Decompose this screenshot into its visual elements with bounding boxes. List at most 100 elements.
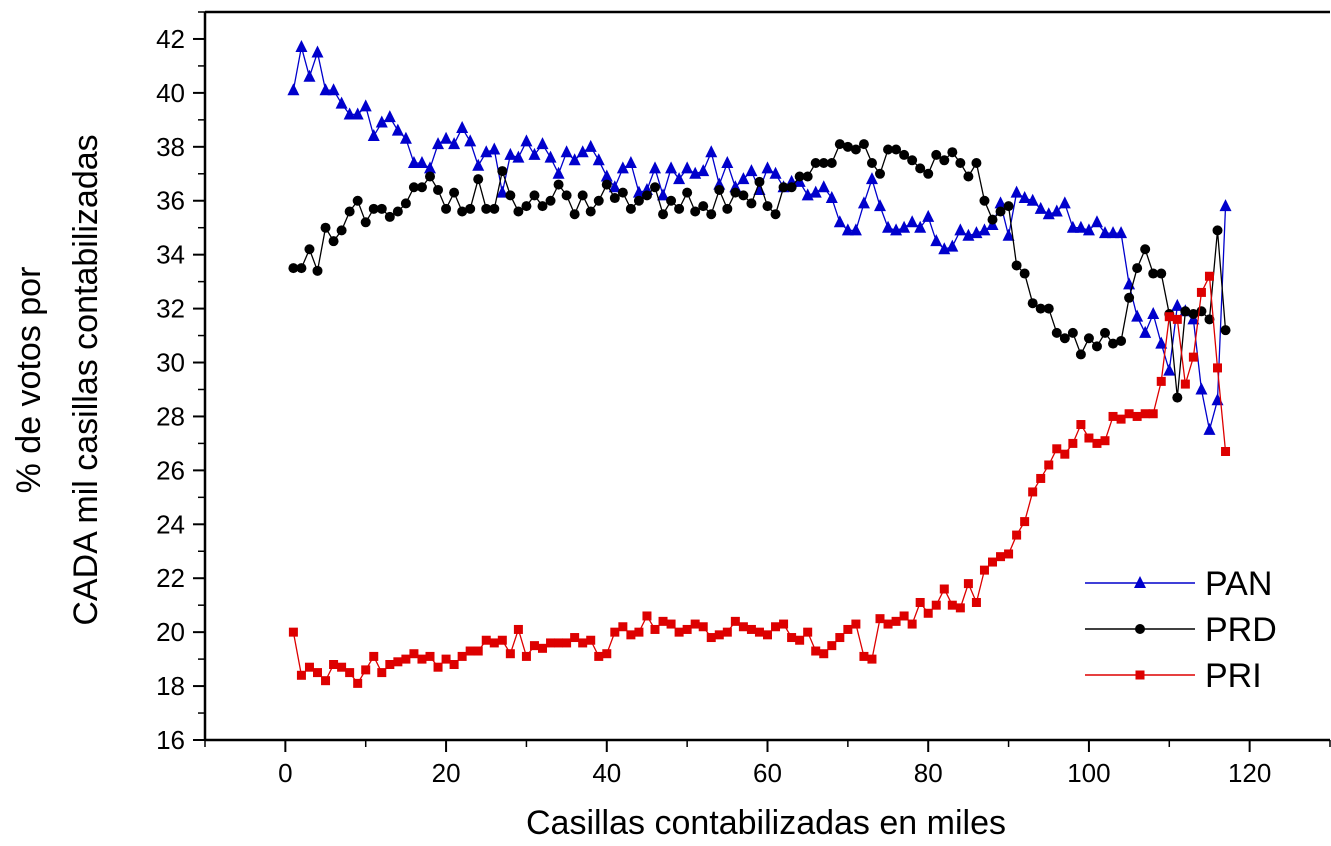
data-point-prd: [995, 206, 1006, 217]
data-point-prd: [915, 163, 926, 174]
data-point-pan: [1147, 306, 1160, 319]
data-point-pan: [1026, 193, 1039, 206]
data-point-pri: [449, 660, 459, 670]
data-point-pan: [303, 69, 316, 82]
data-point-prd: [433, 184, 444, 195]
y-tick-label: 26: [156, 455, 185, 485]
data-point-pri: [1156, 376, 1166, 386]
data-point-prd: [296, 263, 307, 274]
data-point-pri: [1012, 530, 1022, 540]
data-point-pan: [464, 134, 477, 147]
data-point-pri: [594, 651, 604, 661]
data-point-pan: [745, 164, 758, 177]
data-point-pan: [496, 185, 509, 198]
data-point-pan: [488, 142, 501, 155]
data-point-pri: [666, 619, 676, 629]
data-point-pri: [1020, 517, 1030, 527]
data-point-prd: [1003, 201, 1014, 212]
data-point-pan: [1002, 228, 1015, 241]
data-point-pri: [369, 651, 379, 661]
x-tick-label: 60: [753, 758, 782, 788]
data-point-pri: [377, 668, 387, 678]
data-point-prd: [505, 190, 516, 201]
data-point-prd: [633, 195, 644, 206]
data-point-prd: [320, 222, 331, 233]
data-point-prd: [1100, 327, 1110, 338]
data-point-pan: [882, 220, 895, 233]
data-point-pri: [321, 676, 331, 686]
y-tick-label: 32: [156, 294, 185, 324]
data-point-pan: [898, 220, 911, 233]
data-point-pan: [1155, 336, 1168, 349]
data-point-pri: [1084, 433, 1094, 443]
x-axis-title: Casillas contabilizadas en miles: [526, 804, 1006, 842]
data-point-prd: [810, 157, 821, 168]
data-point-pan: [528, 147, 541, 160]
data-point-pri: [811, 646, 821, 656]
data-point-prd: [537, 201, 548, 212]
y-tick-label: 28: [156, 401, 185, 431]
data-point-pri: [546, 638, 556, 648]
data-point-pri: [1140, 409, 1150, 419]
data-point-prd: [288, 263, 299, 274]
data-point-pri: [1172, 314, 1182, 324]
data-point-pri: [1092, 438, 1102, 448]
data-point-pri: [754, 627, 764, 637]
data-point-prd: [1180, 306, 1191, 317]
data-point-pan: [295, 40, 308, 53]
data-point-pri: [602, 649, 612, 659]
data-point-prd: [561, 190, 572, 201]
data-point-pan: [327, 83, 340, 96]
data-point-pan: [865, 172, 878, 185]
data-point-pri: [642, 611, 652, 621]
data-point-pan: [954, 223, 967, 236]
data-point-pan: [1171, 298, 1184, 311]
data-point-pan: [978, 223, 991, 236]
data-point-pan: [424, 161, 436, 174]
data-point-pan: [472, 158, 485, 171]
data-point-pan: [616, 161, 629, 174]
data-point-pri: [505, 649, 515, 659]
y-tick-label: 42: [156, 24, 185, 54]
data-point-pri: [947, 600, 957, 610]
data-point-pri: [393, 657, 403, 667]
data-point-pri: [425, 651, 435, 661]
data-point-prd: [585, 206, 596, 217]
y-tick-label: 20: [156, 617, 185, 647]
data-point-pan: [705, 145, 718, 158]
data-point-pri: [489, 638, 499, 648]
data-point-prd: [674, 203, 685, 214]
data-point-pan: [922, 209, 935, 222]
data-point-pan: [849, 223, 862, 236]
legend-marker-prd: [1135, 624, 1145, 634]
data-point-prd: [392, 206, 403, 217]
data-point-pan: [375, 115, 388, 128]
data-point-pri: [441, 654, 451, 664]
series-layer: [287, 40, 1232, 688]
data-point-pan: [761, 161, 774, 174]
data-point-prd: [770, 209, 781, 220]
data-point-prd: [384, 211, 395, 222]
y-tick-label: 30: [156, 348, 185, 378]
data-point-prd: [1172, 392, 1183, 403]
data-point-pan: [432, 137, 445, 150]
data-point-pan: [1099, 226, 1111, 239]
legend-label-prd: PRD: [1205, 611, 1277, 649]
data-point-prd: [826, 157, 837, 168]
data-point-pri: [1204, 271, 1214, 281]
data-point-pri: [610, 627, 620, 637]
data-point-pri: [674, 627, 684, 637]
data-point-pri: [513, 624, 523, 634]
data-point-prd: [746, 198, 757, 209]
data-point-pan: [1034, 201, 1047, 214]
data-point-prd: [400, 198, 411, 209]
data-point-pan: [319, 83, 332, 96]
data-point-pan: [1131, 309, 1144, 322]
data-point-pan: [906, 215, 919, 228]
data-point-pri: [851, 619, 861, 629]
data-point-pri: [771, 622, 781, 632]
data-point-pri: [1108, 411, 1118, 421]
data-point-pri: [304, 662, 314, 672]
data-point-pri: [835, 633, 845, 643]
data-point-pan: [1139, 325, 1152, 338]
